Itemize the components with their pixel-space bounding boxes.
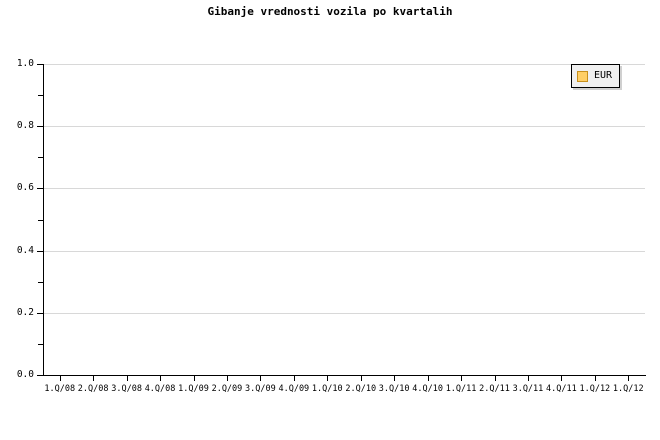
- x-axis-tick: [595, 376, 596, 381]
- plot-area: [43, 64, 645, 375]
- x-axis-line: [43, 375, 646, 376]
- x-axis-tick-label: 3.Q/10: [378, 384, 410, 394]
- x-axis-tick-label: 1.Q/12: [612, 384, 644, 394]
- x-axis-tick: [160, 376, 161, 381]
- y-axis-tick-minor: [38, 95, 43, 96]
- y-axis-tick-minor: [38, 344, 43, 345]
- x-axis-tick-label: 2.Q/10: [345, 384, 377, 394]
- x-axis-tick-label: 1.Q/11: [445, 384, 477, 394]
- y-axis-tick-label: 0.4: [16, 244, 34, 256]
- y-axis-tick-major: [37, 188, 43, 189]
- x-axis-tick-label: 1.Q/08: [44, 384, 76, 394]
- x-axis-tick: [294, 376, 295, 381]
- x-axis-tick: [461, 376, 462, 381]
- x-axis-tick-label: 3.Q/11: [512, 384, 544, 394]
- x-axis-tick: [127, 376, 128, 381]
- y-axis-line: [43, 64, 44, 376]
- x-axis-tick: [260, 376, 261, 381]
- x-axis-tick-label: 4.Q/10: [412, 384, 443, 394]
- x-axis-tick-label: 3.Q/08: [111, 384, 142, 394]
- y-axis-tick-major: [37, 64, 43, 65]
- gridline: [43, 126, 645, 128]
- x-axis-tick-label: 4.Q/09: [278, 384, 310, 394]
- x-axis-tick: [227, 376, 228, 381]
- x-axis-tick-label: 2.Q/08: [77, 384, 109, 394]
- y-axis-tick-major: [37, 313, 43, 314]
- y-axis-tick-minor: [38, 282, 43, 283]
- x-axis-tick: [93, 376, 94, 381]
- x-axis-tick-label: 4.Q/11: [546, 384, 577, 394]
- y-axis-tick-major: [37, 126, 43, 127]
- y-axis-tick-label: 0.8: [16, 120, 34, 132]
- y-axis-labels: 0.0 0.2 0.4 0.6 0.8 1.0: [0, 0, 34, 440]
- x-axis-tick: [327, 376, 328, 381]
- legend-label-eur: EUR: [594, 70, 613, 81]
- y-axis-tick-label: 0.2: [16, 306, 34, 318]
- chart-legend: EUR: [571, 64, 621, 88]
- y-axis-tick-major: [37, 375, 43, 376]
- x-axis-tick-label: 1.Q/12: [579, 384, 611, 394]
- x-axis-tick-label: 1.Q/10: [311, 384, 343, 394]
- x-axis-tick-label: 4.Q/08: [144, 384, 176, 394]
- x-axis-tick: [194, 376, 195, 381]
- x-axis-tick-label: 1.Q/09: [178, 384, 209, 394]
- y-axis-tick-label: 1.0: [16, 58, 34, 69]
- y-axis-tick-major: [37, 251, 43, 252]
- x-axis-tick: [561, 376, 562, 381]
- x-axis-tick: [60, 376, 61, 381]
- x-axis-tick: [495, 376, 496, 381]
- y-axis-tick-label: 0.0: [16, 369, 34, 380]
- x-axis-tick: [528, 376, 529, 381]
- x-axis-tick-label: 3.Q/09: [245, 384, 276, 394]
- x-axis-tick-label: 2.Q/11: [479, 384, 510, 394]
- x-axis-tick: [394, 376, 395, 381]
- chart-title: Gibanje vrednosti vozila po kvartalih: [207, 5, 453, 18]
- gridline: [43, 250, 645, 252]
- x-axis-tick: [628, 376, 629, 381]
- x-axis-tick: [428, 376, 429, 381]
- gridline: [43, 188, 645, 190]
- gridline: [43, 312, 645, 314]
- y-axis-tick-minor: [38, 220, 43, 221]
- x-axis-tick-label: 2.Q/09: [211, 384, 243, 394]
- y-axis-tick-label: 0.6: [16, 182, 34, 194]
- legend-swatch-eur: [577, 70, 588, 82]
- x-axis-tick: [361, 376, 362, 381]
- gridline: [43, 64, 645, 65]
- y-axis-tick-minor: [38, 157, 43, 158]
